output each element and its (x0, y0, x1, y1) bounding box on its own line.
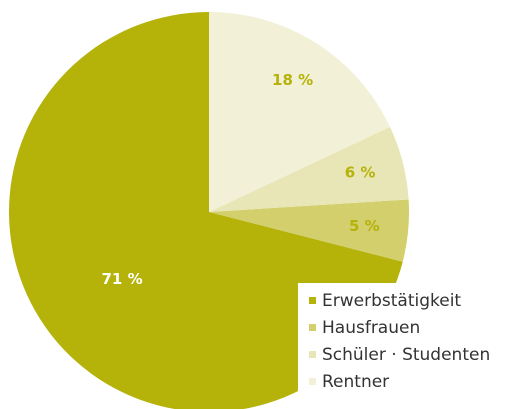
legend-label: Erwerbstätigkeit (322, 291, 461, 311)
legend-box (298, 283, 530, 409)
slice-label: 71 % (102, 270, 143, 288)
legend-swatch (309, 378, 316, 385)
slice-label: 6 % (345, 164, 376, 182)
pie-slice (209, 199, 410, 262)
pie-slice (209, 12, 390, 212)
legend-label: Rentner (322, 372, 389, 392)
legend-swatch (309, 297, 316, 304)
legend-swatch (309, 324, 316, 331)
legend-swatch (309, 351, 316, 358)
pie-slice (209, 126, 409, 212)
slice-label: 18 % (272, 71, 313, 89)
slice-label: 5 % (349, 217, 380, 235)
legend-label: Hausfrauen (322, 318, 420, 338)
legend-label: Schüler · Studenten (322, 345, 490, 365)
